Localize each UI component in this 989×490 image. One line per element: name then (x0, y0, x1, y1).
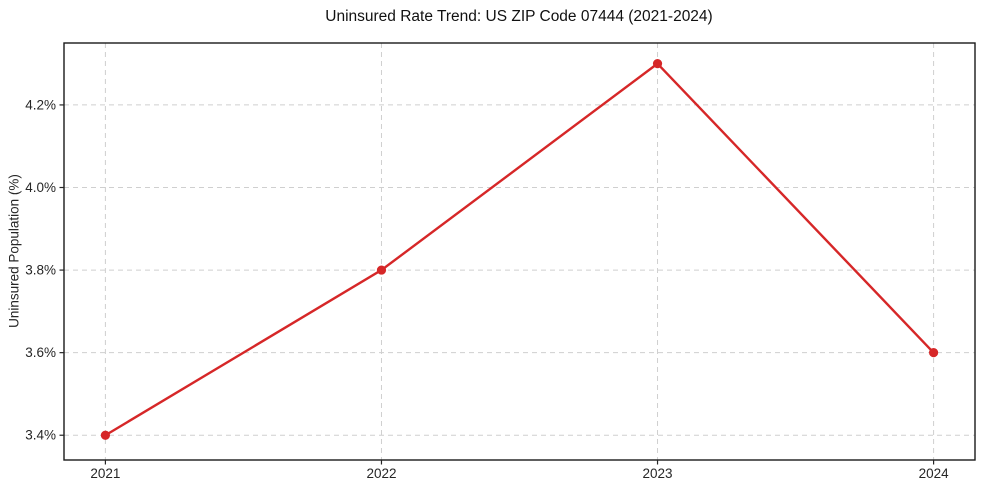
x-tick-label: 2023 (643, 466, 673, 481)
y-tick-label: 4.2% (25, 97, 56, 112)
chart-title: Uninsured Rate Trend: US ZIP Code 07444 … (325, 8, 712, 25)
data-point-2021 (100, 430, 111, 440)
x-tick-label: 2022 (366, 466, 396, 481)
plot-border (63, 42, 976, 461)
data-point-2024 (928, 348, 939, 358)
x-tick-label: 2021 (90, 466, 120, 481)
y-tick-label: 4.0% (25, 180, 56, 195)
y-tick-label: 3.8% (25, 262, 56, 277)
x-tick-label: 2024 (919, 466, 950, 481)
data-point-2022 (376, 265, 387, 275)
chart-layers: 3.4% 3.6% 3.8% 4.0% 4.2% 2021 2022 2023 2024 (25, 42, 976, 481)
y-axis-label: Uninsured Population (%) (6, 174, 21, 328)
trend-line (104, 62, 935, 437)
y-tick-label: 3.4% (25, 428, 56, 443)
data-point-2023 (652, 59, 663, 69)
y-tick-label: 3.6% (25, 345, 56, 360)
